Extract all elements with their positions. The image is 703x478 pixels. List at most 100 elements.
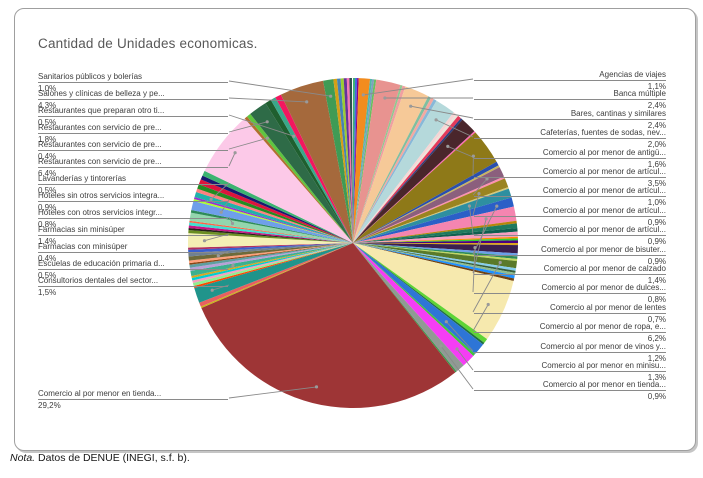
pie-slice[interactable] [265,99,353,244]
pie-slice[interactable] [353,79,401,244]
pie-slice[interactable] [353,227,518,243]
pie-slice[interactable] [353,96,432,243]
pie-slice[interactable] [353,240,518,243]
pie-slice[interactable] [193,198,353,243]
pie-slice[interactable] [323,79,353,243]
pie-slice[interactable] [189,243,353,265]
pie-slice[interactable] [270,97,353,243]
pie-slice[interactable] [191,243,353,278]
pie-slice[interactable] [188,243,353,264]
pie-slice[interactable] [188,227,353,243]
callout-label: Comercio al por menor de dulces... 0,8% [474,283,666,304]
pie-slice[interactable] [353,178,509,243]
pie-slice[interactable] [353,78,371,243]
pie-slice[interactable] [353,243,476,356]
pie-slice[interactable] [353,197,514,243]
pie-slice[interactable] [193,196,353,243]
pie-slice[interactable] [353,243,474,366]
pie-slice[interactable] [198,179,353,243]
pie-slice[interactable] [353,223,518,243]
pie-slice[interactable] [275,94,353,243]
pie-slice[interactable] [197,184,353,243]
pie-slice[interactable] [353,243,518,262]
pie-slice[interactable] [353,78,373,243]
pie-slice[interactable] [188,243,353,250]
pie-slice[interactable] [191,200,353,243]
pie-slice[interactable] [340,78,353,243]
pie-slice[interactable] [188,230,353,243]
pie-slice[interactable] [188,233,353,248]
pie-slice[interactable] [353,115,461,243]
pie-slice[interactable] [250,103,353,243]
pie-slice[interactable] [349,78,353,243]
pie-slice[interactable] [353,84,403,244]
pie-slice[interactable] [189,243,353,271]
pie-slice[interactable] [353,243,519,246]
pie-slice[interactable] [199,243,353,307]
pie-slice[interactable] [353,167,505,243]
pie-slice[interactable] [353,236,518,243]
pie-slice[interactable] [188,225,353,243]
pie-slice[interactable] [353,99,437,243]
pie-slice[interactable] [280,80,353,243]
pie-slice[interactable] [353,86,429,243]
pie-slice[interactable] [194,192,353,243]
pie-slice[interactable] [194,243,353,303]
pie-slice[interactable] [190,243,353,276]
pie-slice[interactable] [189,220,353,243]
pie-slice[interactable] [353,176,505,243]
pie-slice[interactable] [346,78,353,243]
pie-slice[interactable] [192,243,353,287]
pie-slice[interactable] [204,118,353,243]
pie-slice[interactable] [192,243,353,284]
pie-slice[interactable] [196,188,353,243]
pie-slice[interactable] [188,243,353,253]
pie-slice[interactable] [353,231,518,243]
pie-slice[interactable] [353,131,476,243]
pie-slice[interactable] [353,97,434,243]
pie-slice[interactable] [353,243,485,345]
pie-slice[interactable] [333,78,353,243]
pie-slice[interactable] [343,78,353,244]
pie-slice[interactable] [190,210,353,243]
pie-slice[interactable] [353,78,359,243]
pie-slice[interactable] [353,78,358,243]
pie-slice[interactable] [247,113,353,243]
pie-slice[interactable] [353,220,517,243]
pie-slice[interactable] [353,77,356,243]
pie-slice[interactable] [200,175,353,243]
pie-slice[interactable] [193,243,353,289]
pie-slice[interactable] [191,243,353,281]
pie-slice[interactable] [353,118,463,243]
pie-slice[interactable] [188,243,353,257]
pie-slice[interactable] [353,238,518,243]
pie-slice[interactable] [353,85,406,243]
pie-slice[interactable] [353,206,517,244]
callout-name: Restaurantes con servicio de pre... [38,140,228,151]
pie-slice[interactable] [353,119,475,243]
pie-slice[interactable] [353,243,514,340]
pie-slice[interactable] [353,188,512,243]
pie-slice[interactable] [188,243,353,261]
pie-slice[interactable] [200,243,353,309]
leader-line [472,262,501,313]
pie-slice[interactable] [353,243,518,257]
pie-slice[interactable] [336,78,353,243]
pie-slice[interactable] [353,79,375,243]
pie-slice[interactable] [353,243,464,372]
pie-slice[interactable] [189,243,353,268]
pie-slice[interactable] [353,187,509,243]
pie-slice[interactable] [353,243,488,343]
pie-slice[interactable] [202,170,353,243]
pie-slice[interactable] [353,114,459,243]
pie-slice[interactable] [188,222,353,243]
pie-slice[interactable] [353,112,457,243]
pie-slice[interactable] [201,243,456,408]
pie-slice[interactable] [353,132,497,243]
pie-slice[interactable] [353,243,457,373]
pie-slice[interactable] [353,165,500,243]
pie-slice[interactable] [244,116,353,243]
pie-slice[interactable] [353,100,454,244]
pie-slice[interactable] [353,161,499,243]
pie-slice[interactable] [353,79,377,244]
